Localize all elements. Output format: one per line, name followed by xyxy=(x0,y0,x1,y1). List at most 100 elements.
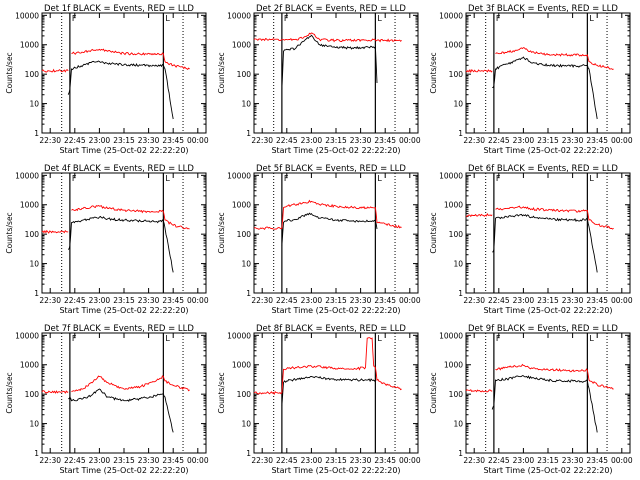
series-lld-line xyxy=(41,375,190,394)
y-tick-label: 10 xyxy=(29,260,39,269)
y-tick-label: 100 xyxy=(237,390,252,399)
series-lld-line xyxy=(253,337,402,396)
marker-label-f: F xyxy=(284,334,289,343)
marker-label-l: L xyxy=(165,174,170,183)
y-tick-label: 100 xyxy=(25,390,40,399)
series-events-line xyxy=(281,212,378,246)
detector-panel: Det 3f BLACK = Events, RED = LLD 1 10 100 10… xyxy=(429,4,633,155)
y-axis-label: Counts/sec xyxy=(429,372,438,413)
x-tick-label: 23:00 xyxy=(89,296,111,305)
x-tick-label: 23:45 xyxy=(162,136,184,145)
y-tick-label: 100 xyxy=(449,230,464,239)
y-tick-label: 10000 xyxy=(227,331,251,340)
x-tick-label: 23:15 xyxy=(325,456,347,465)
series-lld-line xyxy=(465,363,614,393)
y-tick-label: 10 xyxy=(453,260,463,269)
x-tick-label: 23:45 xyxy=(374,296,396,305)
x-tick-label: 23:45 xyxy=(374,136,396,145)
panel-title: Det 6f BLACK = Events, RED = LLD xyxy=(468,164,618,174)
x-tick-label: 23:30 xyxy=(562,456,584,465)
x-tick-label: 22:45 xyxy=(64,296,86,305)
y-tick-label: 1 xyxy=(34,449,39,458)
y-tick-label: 1000 xyxy=(232,361,251,370)
y-axis-label: Counts/sec xyxy=(217,52,226,93)
series-events-line xyxy=(281,375,376,406)
series-lld-line xyxy=(41,204,190,234)
x-tick-label: 23:15 xyxy=(537,136,559,145)
x-tick-label: 00:00 xyxy=(611,296,633,305)
x-tick-label: 22:30 xyxy=(463,136,485,145)
y-axis-label: Counts/sec xyxy=(5,372,14,413)
marker-label-l: L xyxy=(377,14,382,23)
x-tick-label: 22:30 xyxy=(251,136,273,145)
x-tick-label: 23:00 xyxy=(513,296,535,305)
x-axis-label: Start Time (25-Oct-02 22:22:20) xyxy=(59,146,188,155)
series-events-line xyxy=(67,215,174,273)
marker-label-f: F xyxy=(72,334,77,343)
y-tick-label: 10 xyxy=(241,420,251,429)
x-tick-label: 22:45 xyxy=(488,296,510,305)
plot-frame xyxy=(41,332,207,454)
y-tick-label: 1 xyxy=(34,129,39,138)
x-tick-label: 22:45 xyxy=(276,136,298,145)
detector-panel: Det 1f BLACK = Events, RED = LLD 1 10 100 10… xyxy=(5,4,209,155)
marker-label-f: F xyxy=(72,14,77,23)
x-tick-label: 22:30 xyxy=(39,136,61,145)
y-tick-label: 1 xyxy=(246,449,251,458)
y-tick-label: 1 xyxy=(458,289,463,298)
x-tick-label: 23:30 xyxy=(138,296,160,305)
marker-label-l: L xyxy=(165,14,170,23)
y-tick-label: 1000 xyxy=(20,201,39,210)
y-tick-label: 100 xyxy=(25,70,40,79)
x-tick-label: 23:45 xyxy=(162,296,184,305)
y-tick-label: 100 xyxy=(449,70,464,79)
x-axis-label: Start Time (25-Oct-02 22:22:20) xyxy=(59,466,188,475)
y-tick-label: 1 xyxy=(34,289,39,298)
y-axis-label: Counts/sec xyxy=(5,212,14,253)
x-tick-label: 23:45 xyxy=(374,456,396,465)
detector-panel: Det 8f BLACK = Events, RED = LLD 1 10 100 10… xyxy=(217,324,421,475)
x-tick-label: 23:45 xyxy=(162,456,184,465)
y-tick-label: 1000 xyxy=(20,41,39,50)
plot-frame xyxy=(465,172,631,294)
y-tick-label: 100 xyxy=(237,230,252,239)
x-tick-label: 00:00 xyxy=(399,456,421,465)
y-tick-label: 10 xyxy=(29,420,39,429)
detector-panel: Det 6f BLACK = Events, RED = LLD 1 10 100 10… xyxy=(429,164,633,315)
x-tick-label: 23:15 xyxy=(113,296,135,305)
x-tick-label: 22:30 xyxy=(463,456,485,465)
x-tick-label: 00:00 xyxy=(187,296,209,305)
marker-label-f: F xyxy=(496,334,501,343)
x-tick-label: 22:30 xyxy=(463,296,485,305)
x-tick-label: 22:45 xyxy=(276,456,298,465)
panel-title: Det 5f BLACK = Events, RED = LLD xyxy=(256,164,406,174)
x-tick-label: 22:45 xyxy=(488,456,510,465)
marker-label-f: F xyxy=(72,174,77,183)
y-tick-label: 10000 xyxy=(15,171,39,180)
x-tick-label: 23:30 xyxy=(350,136,372,145)
detector-panel: Det 5f BLACK = Events, RED = LLD 1 10 100 10… xyxy=(217,164,421,315)
series-events-line xyxy=(492,56,598,120)
x-tick-label: 23:00 xyxy=(89,456,111,465)
plot-frame xyxy=(41,172,207,294)
y-axis-label: Counts/sec xyxy=(217,212,226,253)
y-tick-label: 1000 xyxy=(20,361,39,370)
y-tick-label: 1 xyxy=(458,129,463,138)
x-tick-label: 23:30 xyxy=(350,456,372,465)
x-tick-label: 00:00 xyxy=(187,136,209,145)
x-tick-label: 23:45 xyxy=(586,296,608,305)
y-axis-label: Counts/sec xyxy=(429,52,438,93)
y-tick-label: 10000 xyxy=(15,11,39,20)
series-events-line xyxy=(492,213,598,273)
series-events-line xyxy=(281,34,378,90)
y-axis-label: Counts/sec xyxy=(5,52,14,93)
panel-title: Det 1f BLACK = Events, RED = LLD xyxy=(44,4,194,14)
x-tick-label: 23:15 xyxy=(325,136,347,145)
x-tick-label: 22:45 xyxy=(64,136,86,145)
series-events-line xyxy=(491,375,598,433)
panel-title: Det 7f BLACK = Events, RED = LLD xyxy=(44,324,194,334)
y-tick-label: 10 xyxy=(29,100,39,109)
x-tick-label: 22:30 xyxy=(39,296,61,305)
series-lld-line xyxy=(465,205,614,230)
